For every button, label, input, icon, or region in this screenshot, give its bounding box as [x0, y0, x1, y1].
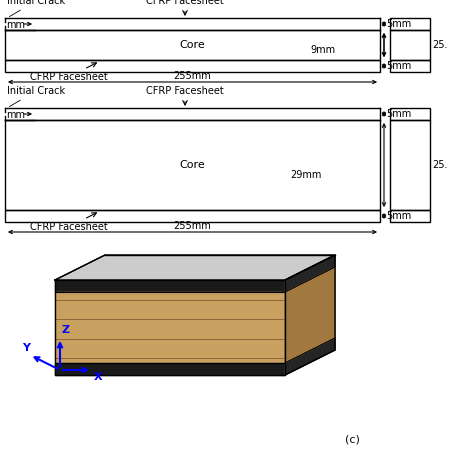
- Text: 5mm: 5mm: [386, 19, 411, 29]
- Bar: [390, 60, 430, 72]
- Text: Z: Z: [62, 325, 70, 335]
- Text: Initial Crack: Initial Crack: [7, 0, 65, 17]
- Bar: [390, 120, 430, 210]
- Polygon shape: [285, 255, 335, 292]
- Text: 5mm: 5mm: [386, 211, 411, 221]
- Bar: [390, 30, 430, 60]
- Bar: [5, 60, 380, 72]
- Polygon shape: [55, 255, 335, 280]
- Text: Initial Crack: Initial Crack: [7, 86, 65, 107]
- Polygon shape: [285, 255, 335, 375]
- Polygon shape: [285, 338, 335, 375]
- Polygon shape: [285, 267, 335, 363]
- Text: Core: Core: [180, 40, 205, 50]
- Text: X: X: [94, 372, 103, 382]
- Text: CFRP Facesheet: CFRP Facesheet: [30, 213, 108, 232]
- Text: mm: mm: [6, 110, 25, 120]
- Text: 5mm: 5mm: [386, 61, 411, 71]
- Bar: [5, 210, 380, 222]
- Polygon shape: [55, 292, 285, 363]
- Bar: [390, 210, 430, 222]
- Text: 25.: 25.: [432, 160, 447, 170]
- Polygon shape: [55, 363, 285, 375]
- Bar: [5, 30, 380, 60]
- Bar: [5, 120, 380, 210]
- Text: CFRP Facesheet: CFRP Facesheet: [146, 86, 224, 105]
- Text: CFRP Facesheet: CFRP Facesheet: [30, 63, 108, 82]
- Text: 5mm: 5mm: [386, 109, 411, 119]
- Text: mm: mm: [6, 20, 25, 30]
- Text: Core: Core: [180, 160, 205, 170]
- Text: Y: Y: [22, 343, 30, 353]
- Text: 29mm: 29mm: [290, 170, 321, 180]
- Text: CFRP Facesheet: CFRP Facesheet: [146, 0, 224, 15]
- Bar: [390, 18, 430, 30]
- Text: 255mm: 255mm: [173, 71, 211, 81]
- Text: 25.: 25.: [432, 40, 447, 50]
- Text: 9mm: 9mm: [310, 45, 335, 55]
- Polygon shape: [55, 280, 285, 292]
- Text: (c): (c): [345, 435, 360, 445]
- Bar: [390, 108, 430, 120]
- Text: 255mm: 255mm: [173, 221, 211, 231]
